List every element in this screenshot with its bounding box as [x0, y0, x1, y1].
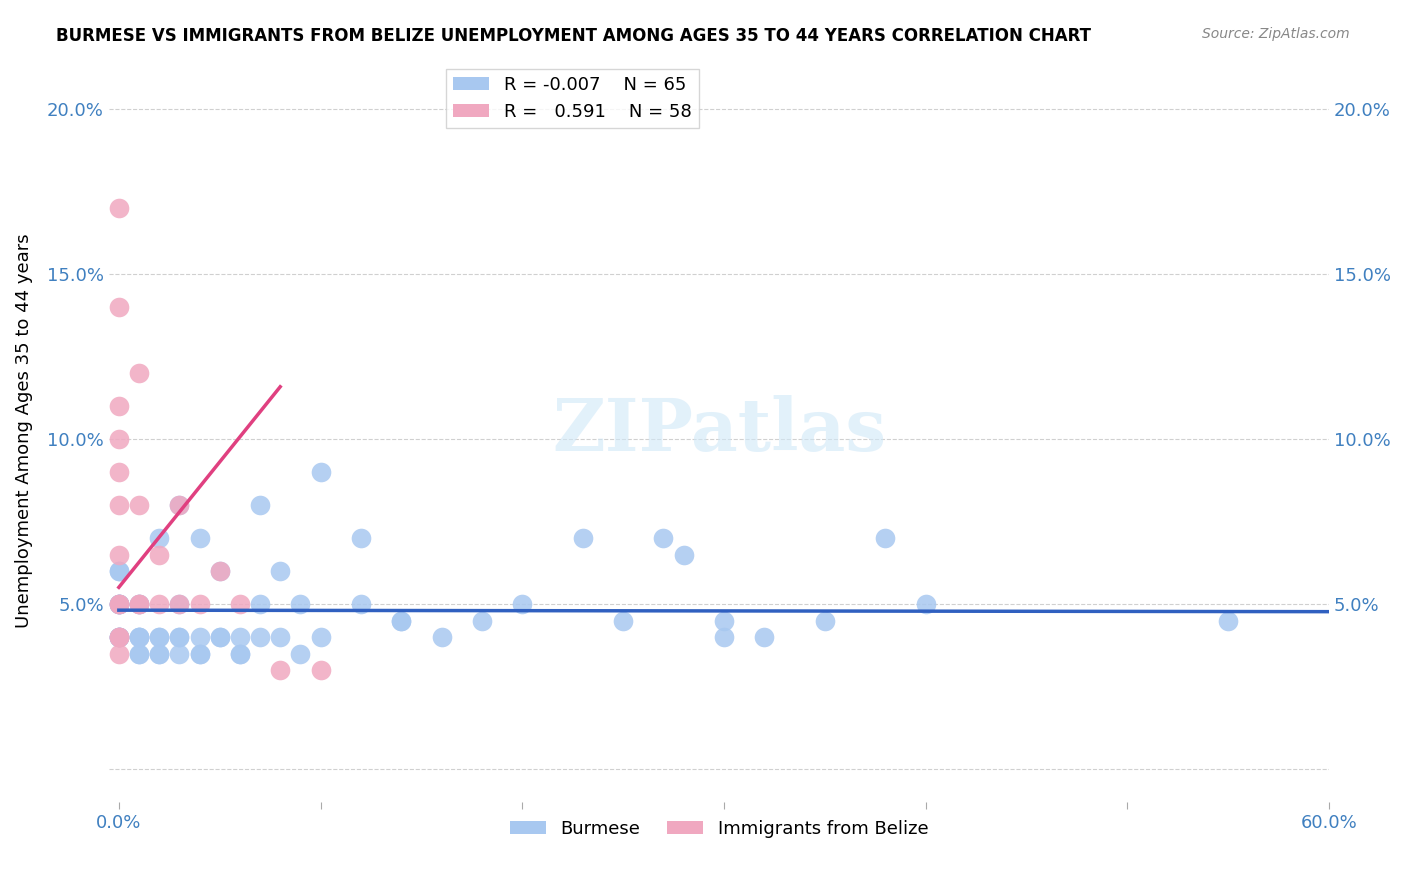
Text: Source: ZipAtlas.com: Source: ZipAtlas.com	[1202, 27, 1350, 41]
Point	[108, 465, 131, 479]
Point	[754, 630, 776, 644]
Point	[108, 548, 131, 562]
Point	[208, 630, 231, 644]
Point	[108, 300, 131, 314]
Point	[814, 614, 837, 628]
Point	[128, 630, 150, 644]
Point	[510, 597, 533, 611]
Point	[108, 564, 131, 578]
Point	[350, 531, 373, 545]
Point	[571, 531, 593, 545]
Point	[208, 630, 231, 644]
Point	[108, 432, 131, 446]
Point	[128, 647, 150, 661]
Point	[208, 564, 231, 578]
Point	[108, 597, 131, 611]
Text: ZIPatlas: ZIPatlas	[553, 395, 886, 467]
Point	[108, 597, 131, 611]
Point	[169, 597, 191, 611]
Point	[148, 630, 170, 644]
Point	[108, 630, 131, 644]
Point	[108, 201, 131, 215]
Point	[672, 548, 695, 562]
Point	[128, 498, 150, 512]
Point	[290, 597, 312, 611]
Point	[290, 647, 312, 661]
Point	[148, 548, 170, 562]
Point	[169, 630, 191, 644]
Point	[1218, 614, 1240, 628]
Point	[108, 630, 131, 644]
Point	[208, 564, 231, 578]
Point	[269, 630, 291, 644]
Point	[229, 647, 252, 661]
Point	[108, 630, 131, 644]
Point	[148, 630, 170, 644]
Point	[309, 663, 332, 677]
Point	[269, 564, 291, 578]
Point	[128, 366, 150, 380]
Point	[108, 630, 131, 644]
Point	[108, 597, 131, 611]
Point	[249, 597, 271, 611]
Point	[188, 597, 211, 611]
Point	[148, 531, 170, 545]
Point	[309, 630, 332, 644]
Point	[169, 630, 191, 644]
Point	[108, 597, 131, 611]
Point	[309, 465, 332, 479]
Point	[188, 647, 211, 661]
Point	[612, 614, 634, 628]
Point	[128, 597, 150, 611]
Point	[169, 597, 191, 611]
Point	[148, 647, 170, 661]
Point	[128, 630, 150, 644]
Point	[188, 647, 211, 661]
Point	[108, 597, 131, 611]
Point	[389, 614, 412, 628]
Point	[128, 597, 150, 611]
Point	[875, 531, 897, 545]
Point	[269, 663, 291, 677]
Point	[430, 630, 453, 644]
Point	[169, 498, 191, 512]
Point	[389, 614, 412, 628]
Point	[249, 498, 271, 512]
Point	[350, 597, 373, 611]
Text: BURMESE VS IMMIGRANTS FROM BELIZE UNEMPLOYMENT AMONG AGES 35 TO 44 YEARS CORRELA: BURMESE VS IMMIGRANTS FROM BELIZE UNEMPL…	[56, 27, 1091, 45]
Point	[128, 630, 150, 644]
Y-axis label: Unemployment Among Ages 35 to 44 years: Unemployment Among Ages 35 to 44 years	[15, 234, 32, 628]
Point	[108, 630, 131, 644]
Point	[148, 647, 170, 661]
Point	[188, 630, 211, 644]
Point	[128, 647, 150, 661]
Point	[229, 630, 252, 644]
Point	[229, 597, 252, 611]
Point	[108, 564, 131, 578]
Point	[188, 531, 211, 545]
Point	[108, 399, 131, 413]
Legend: Burmese, Immigrants from Belize: Burmese, Immigrants from Belize	[502, 813, 935, 846]
Point	[169, 498, 191, 512]
Point	[652, 531, 675, 545]
Point	[914, 597, 936, 611]
Point	[108, 630, 131, 644]
Point	[249, 630, 271, 644]
Point	[108, 597, 131, 611]
Point	[108, 498, 131, 512]
Point	[148, 597, 170, 611]
Point	[713, 630, 735, 644]
Point	[128, 597, 150, 611]
Point	[471, 614, 494, 628]
Point	[229, 647, 252, 661]
Point	[108, 647, 131, 661]
Point	[128, 597, 150, 611]
Point	[713, 614, 735, 628]
Point	[169, 647, 191, 661]
